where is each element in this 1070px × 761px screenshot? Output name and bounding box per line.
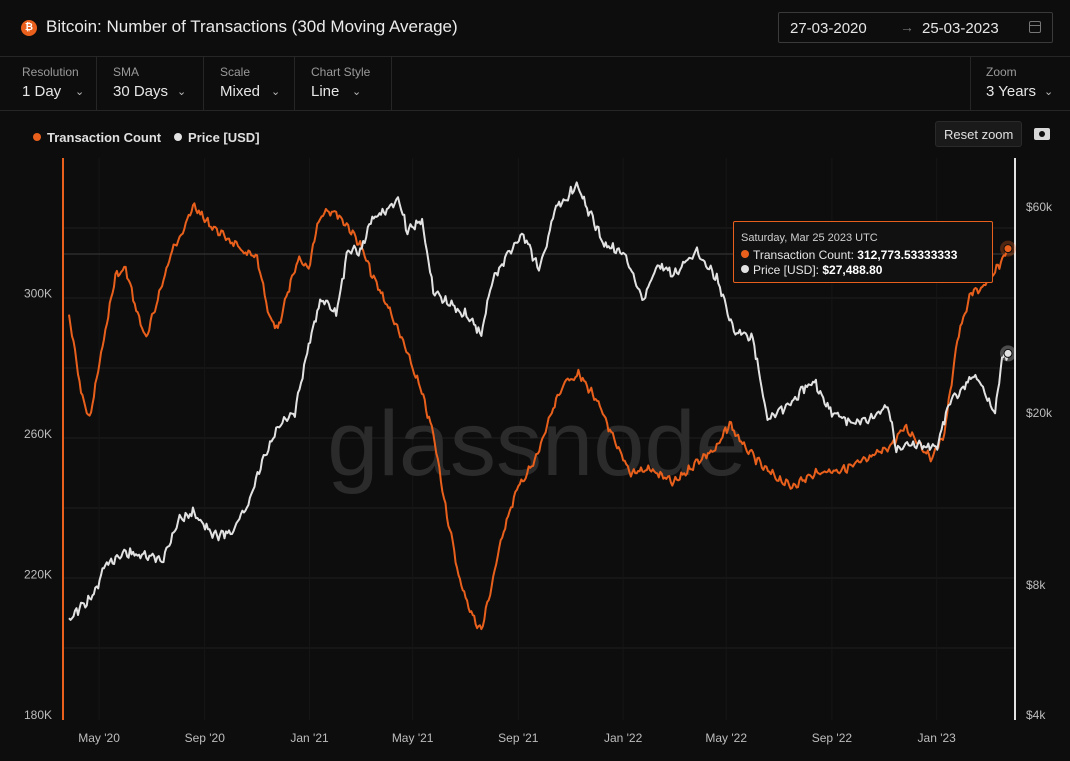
legend-dot-transactions [33,133,41,141]
legend-transaction-count[interactable]: Transaction Count [33,130,161,145]
chevron-down-icon: ⌄ [177,86,187,98]
header-bar: ₿ Bitcoin: Number of Transactions (30d M… [0,0,1070,57]
date-to-input[interactable]: 25-03-2023 [922,20,999,37]
chart-style-select[interactable]: Chart Style Line ⌄ [296,56,392,110]
transaction-count-line [68,202,1009,631]
bitcoin-logo-icon: ₿ [21,20,37,36]
transaction-count-marker [1003,244,1013,254]
x-tick-label: May '21 [392,731,434,745]
x-tick-label: Jan '22 [604,731,643,745]
x-tick-label: Sep '21 [498,731,539,745]
tooltip-dot-tx [741,250,749,258]
y-right-tick-label: $8k [1026,578,1046,592]
zoom-value: 3 Years [986,83,1037,100]
y-left-tick-label: 260K [24,427,52,441]
resolution-select[interactable]: Resolution 1 Day ⌄ [7,56,97,110]
tooltip-price-row: Price [USD]: $27,488.80 [741,263,882,277]
x-tick-label: Jan '23 [918,731,957,745]
resolution-label: Resolution [22,65,79,79]
chevron-down-icon: ⌄ [352,86,362,98]
y-right-tick-label: $20k [1026,406,1053,420]
x-tick-label: Sep '20 [185,731,226,745]
tooltip-tx-value: 312,773.53333333 [857,248,958,262]
legend-price[interactable]: Price [USD] [174,130,260,145]
legend-dot-price [174,133,182,141]
x-tick-label: May '22 [705,731,747,745]
scale-label: Scale [220,65,251,79]
scale-select[interactable]: Scale Mixed ⌄ [205,56,295,110]
x-tick-label: May '20 [78,731,120,745]
chevron-down-icon: ⌄ [271,86,281,98]
y-left-tick-label: 220K [24,568,52,582]
tooltip-dot-price [741,265,749,273]
tooltip-price-value: $27,488.80 [822,263,883,277]
sma-select[interactable]: SMA 30 Days ⌄ [98,56,204,110]
zoom-select[interactable]: Zoom 3 Years ⌄ [970,56,1070,110]
tooltip-tx-label: Transaction Count: [753,248,854,262]
zoom-label: Zoom [986,65,1017,79]
x-tick-label: Jan '21 [290,731,329,745]
date-from-input[interactable]: 27-03-2020 [790,20,867,37]
price-line [68,181,1009,621]
chevron-down-icon: ⌄ [75,86,85,98]
watermark: glassnode [327,393,746,495]
calendar-icon[interactable] [1029,21,1041,33]
y-right-tick-label: $60k [1026,200,1053,214]
reset-zoom-button[interactable]: Reset zoom [935,121,1023,147]
chart-controls: Resolution 1 Day ⌄ SMA 30 Days ⌄ Scale M… [0,56,1070,111]
chevron-down-icon: ⌄ [1044,86,1054,98]
resolution-value: 1 Day [22,83,62,100]
arrow-right-icon: → [900,19,914,35]
sma-value: 30 Days [113,83,169,100]
legend-label-price: Price [USD] [188,130,260,145]
data-tooltip: Saturday, Mar 25 2023 UTC Transaction Co… [733,221,993,283]
tooltip-price-label: Price [USD]: [753,263,820,277]
x-tick-label: Sep '22 [812,731,853,745]
chart-style-label: Chart Style [311,65,371,79]
chart-style-value: Line [311,83,340,100]
tooltip-tx-row: Transaction Count: 312,773.53333333 [741,248,957,262]
date-range-picker[interactable]: 27-03-2020 → 25-03-2023 [778,12,1053,43]
y-left-tick-label: 180K [24,708,52,722]
page-title: Bitcoin: Number of Transactions (30d Mov… [46,17,458,36]
price-marker [1003,348,1013,358]
legend-label-transactions: Transaction Count [47,130,162,145]
y-right-tick-label: $4k [1026,708,1046,722]
tooltip-date: Saturday, Mar 25 2023 UTC [741,232,878,244]
scale-value: Mixed [220,83,261,100]
sma-label: SMA [113,65,140,79]
y-left-tick-label: 300K [24,287,52,301]
camera-icon[interactable] [1034,128,1050,140]
